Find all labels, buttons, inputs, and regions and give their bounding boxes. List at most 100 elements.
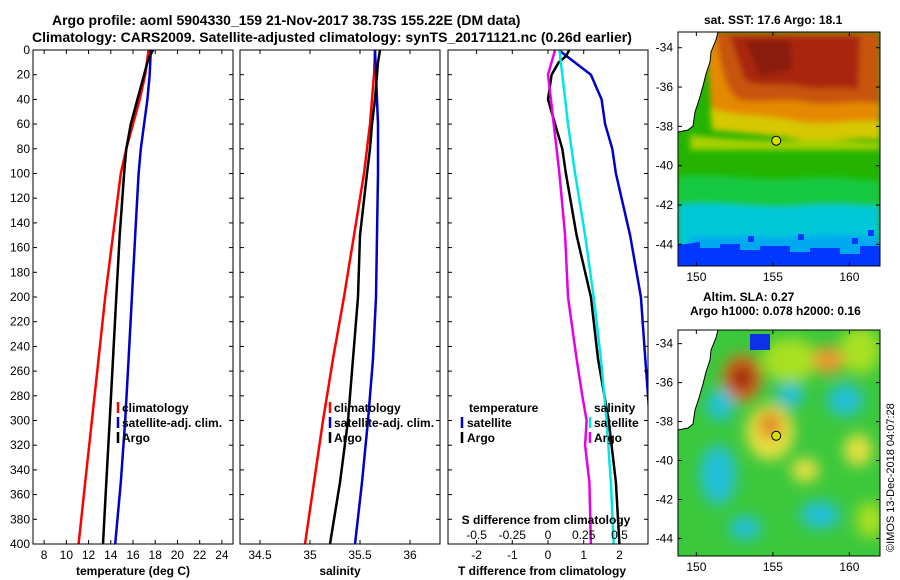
temperature-panel: 0 20 40 60 80 100 120 140 160 180 200 220 240 260 280 3… — [10, 43, 234, 578]
x-tick-label: 14 — [104, 548, 118, 562]
series-satellite-adj-clim- — [353, 50, 380, 544]
sla-map-axes: -34 -36 -38 -40 -42 -44 150 155 160 — [656, 330, 880, 574]
difference-profile-xlabel: T difference from climatology — [458, 564, 626, 578]
title-line-2: Climatology: CARS2009. Satellite-adjuste… — [32, 29, 632, 45]
temperature-profile-xlabel: temperature (deg C) — [76, 564, 190, 578]
x-tick-label: 34.5 — [248, 548, 272, 562]
x-tick-label: 1 — [580, 548, 587, 562]
y-tick-label: 380 — [10, 512, 30, 526]
lat-tick-label: -36 — [656, 376, 674, 390]
y-tick-label: 120 — [10, 191, 30, 205]
sla-map-title-2: Argo h1000: 0.078 h2000: 0.16 — [690, 304, 861, 318]
x-tick-label: 2 — [616, 548, 623, 562]
temperature-profile-series — [77, 50, 155, 544]
legend-label: satellite — [467, 416, 512, 430]
lon-tick-label: 155 — [763, 560, 783, 574]
x-tick-label: 35.5 — [348, 548, 372, 562]
y-tick-label: 260 — [10, 364, 30, 378]
legend-temperature-title: temperature — [469, 401, 539, 415]
title-line-1: Argo profile: aoml 5904330_159 21-Nov-20… — [52, 12, 520, 28]
x-tick-label: 35 — [303, 548, 317, 562]
salinity-profile-frame — [239, 49, 441, 545]
x-tick-label: 0 — [545, 548, 552, 562]
series-t-satellite — [557, 50, 648, 413]
sst-map-frame — [677, 31, 881, 267]
y-tick-label: 40 — [17, 92, 31, 106]
legend-label: Argo — [334, 431, 362, 445]
legend-label: climatology — [122, 401, 189, 415]
x-tick-label: -2 — [471, 548, 482, 562]
lat-tick-label: -44 — [656, 531, 674, 545]
y-tick-label: 140 — [10, 216, 30, 230]
s-tick-label: 0.25 — [572, 528, 596, 542]
legend-label: satellite-adj. clim. — [334, 416, 434, 430]
series-argo — [101, 50, 155, 544]
x-tick-label: 18 — [149, 548, 163, 562]
legend-label: Argo — [122, 431, 150, 445]
sla-map — [678, 330, 880, 556]
x-tick-label: 24 — [215, 548, 229, 562]
y-tick-label: 320 — [10, 438, 30, 452]
y-tick-label: 20 — [17, 68, 31, 82]
legend-label: Argo — [594, 431, 622, 445]
series-s-satellite — [558, 50, 615, 544]
s-tick-label: -0.25 — [499, 528, 527, 542]
series-t-argo — [546, 50, 621, 544]
difference-panel-s-xlabel: S difference from climatology — [462, 513, 631, 527]
s-tick-label: -0.5 — [466, 528, 487, 542]
y-tick-label: 0 — [23, 43, 30, 57]
difference-profile-series — [546, 50, 648, 544]
y-tick-label: 200 — [10, 290, 30, 304]
sst-map — [678, 32, 880, 266]
x-tick-label: 12 — [82, 548, 96, 562]
legend-label: satellite — [594, 416, 639, 430]
legend-label: satellite-adj. clim. — [122, 416, 222, 430]
salinity-profile-xlabel: salinity — [319, 564, 361, 578]
x-tick-label: 36 — [403, 548, 417, 562]
series-climatology — [303, 50, 377, 544]
lat-tick-label: -40 — [656, 159, 674, 173]
y-tick-label: 340 — [10, 463, 30, 477]
series-satellite-adj-clim- — [113, 50, 153, 544]
y-tick-label: 80 — [17, 142, 31, 156]
lat-tick-label: -44 — [656, 237, 674, 251]
lat-tick-label: -36 — [656, 80, 674, 94]
y-tick-label: 360 — [10, 488, 30, 502]
lon-tick-label: 160 — [839, 270, 859, 284]
y-tick-label: 280 — [10, 389, 30, 403]
credit-label: ©IMOS 13-Dec-2018 04:07:28 — [885, 403, 897, 552]
sst-map-axes: -34 -36 -38 -40 -42 -44 150 155 160 — [656, 32, 880, 284]
s-tick-label: 0 — [545, 528, 552, 542]
lon-tick-label: 150 — [686, 560, 706, 574]
difference-profile-frame — [447, 49, 649, 545]
lat-tick-label: -40 — [656, 454, 674, 468]
lon-tick-label: 150 — [686, 270, 706, 284]
salinity-panel: 34.5 35 35.5 36 salinity climatologysatellite… — [239, 49, 441, 578]
difference-panel: -2 -1 0 1 2 T difference from climatology S di… — [447, 49, 649, 578]
series-argo — [328, 50, 382, 544]
sla-float-marker — [771, 430, 782, 441]
lat-tick-label: -42 — [656, 198, 674, 212]
legend-salinity-title: salinity — [594, 401, 636, 415]
y-tick-label: 160 — [10, 241, 30, 255]
lon-tick-label: 155 — [763, 270, 783, 284]
y-tick-label: 180 — [10, 265, 30, 279]
x-tick-label: 20 — [171, 548, 185, 562]
sst-float-marker — [771, 135, 782, 146]
lat-tick-label: -34 — [656, 41, 674, 55]
legend-label: Argo — [467, 431, 495, 445]
y-tick-label: 60 — [17, 117, 31, 131]
y-tick-label: 100 — [10, 167, 30, 181]
sst-map-title: sat. SST: 17.6 Argo: 18.1 — [704, 13, 843, 27]
salinity-profile-series — [303, 50, 382, 544]
y-tick-label: 220 — [10, 315, 30, 329]
x-tick-label: 10 — [60, 548, 74, 562]
lon-tick-label: 160 — [839, 560, 859, 574]
series-s-argo — [546, 50, 593, 544]
sla-map-title-1: Altim. SLA: 0.27 — [703, 290, 795, 304]
lat-tick-label: -34 — [656, 337, 674, 351]
series-climatology — [77, 50, 150, 544]
s-tick-label: 0.5 — [611, 528, 628, 542]
lat-tick-label: -38 — [656, 119, 674, 133]
